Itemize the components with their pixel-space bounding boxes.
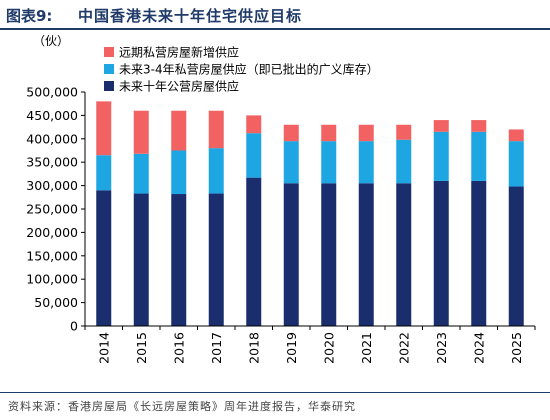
bar-private-short — [321, 141, 337, 184]
legend-swatch — [104, 64, 114, 74]
bar-public — [208, 193, 224, 326]
bar-private-short — [508, 141, 524, 187]
bar-private-long — [471, 120, 487, 132]
source-note: 资料来源：香港房屋局《长远房屋策略》周年进度报告，华泰研究 — [8, 400, 356, 413]
header-divider — [0, 28, 550, 30]
bar-private-short — [171, 150, 187, 195]
y-tick-label: 100,000 — [26, 272, 78, 287]
legend-label: 未来十年公营房屋供应 — [119, 79, 239, 94]
x-axis: 2014 2015 2016 2017 2018 2019 2020 2021 2022 2023… — [84, 325, 536, 364]
x-tick-label: 2021 — [359, 332, 374, 364]
y-tick-label: 300,000 — [26, 178, 78, 193]
bar-private-long — [133, 110, 149, 154]
bar-public — [508, 186, 524, 326]
bar-private-long — [321, 124, 337, 142]
footer-divider — [0, 392, 550, 393]
x-tick-label: 2022 — [396, 332, 411, 364]
bar-private-long — [96, 101, 112, 156]
bars — [96, 101, 524, 326]
bar-private-long — [433, 120, 449, 132]
bar-private-short — [396, 139, 412, 184]
y-tick-label: 250,000 — [26, 202, 78, 217]
y-tick-label: 50,000 — [34, 295, 78, 310]
bar-private-long — [358, 124, 374, 142]
legend-swatch — [104, 81, 114, 91]
bar-public — [96, 190, 112, 326]
bar-private-long — [246, 115, 262, 134]
y-axis: 0 50,000 100,000 150,000 200,000 250,000 300,0… — [26, 85, 86, 334]
y-tick-label: 150,000 — [26, 248, 78, 263]
bar-public — [321, 183, 337, 326]
bar-private-long — [283, 124, 299, 142]
legend-label: 未来3-4年私营房屋供应（即已批出的广义库存） — [119, 62, 379, 77]
y-tick-label: 200,000 — [26, 225, 78, 240]
x-tick-label: 2019 — [284, 332, 299, 364]
bar-private-short — [133, 153, 149, 194]
x-tick-label: 2018 — [246, 332, 261, 364]
y-tick-label: 350,000 — [26, 155, 78, 170]
bar-public — [358, 183, 374, 326]
y-tick-label: 0 — [70, 319, 78, 334]
y-unit-label: （伙） — [33, 34, 69, 48]
bar-public — [133, 193, 149, 326]
bar-public — [283, 183, 299, 326]
bar-private-short — [96, 155, 112, 191]
bar-private-short — [358, 141, 374, 184]
bar-private-long — [396, 124, 412, 140]
figure-number: 图表9: — [6, 7, 53, 25]
bar-private-long — [208, 110, 224, 149]
x-tick-label: 2023 — [434, 332, 449, 364]
bar-private-short — [283, 141, 299, 184]
bar-public — [246, 177, 262, 326]
x-tick-label: 2014 — [96, 332, 111, 364]
figure-header: 图表9: 中国香港未来十年住宅供应目标 — [0, 0, 550, 30]
bar-public — [471, 180, 487, 326]
bar-private-short — [433, 131, 449, 181]
x-tick-label: 2015 — [134, 332, 149, 364]
bar-private-long — [171, 110, 187, 151]
x-tick-label: 2025 — [509, 332, 524, 364]
chart-title: 中国香港未来十年住宅供应目标 — [78, 7, 303, 25]
bar-private-short — [246, 133, 262, 178]
bar-private-short — [471, 131, 487, 181]
x-tick-label: 2020 — [321, 332, 336, 364]
bar-public — [433, 180, 449, 326]
bar-private-long — [508, 129, 524, 142]
y-tick-label: 500,000 — [26, 85, 78, 100]
legend-label: 远期私营房屋新增供应 — [119, 45, 239, 60]
x-tick-label: 2017 — [209, 332, 224, 364]
bar-public — [171, 194, 187, 326]
x-tick-label: 2016 — [171, 332, 186, 364]
y-tick-label: 400,000 — [26, 131, 78, 146]
bar-private-short — [208, 148, 224, 194]
legend-swatch — [104, 47, 114, 57]
x-tick-label: 2024 — [471, 332, 486, 364]
bar-public — [396, 183, 412, 326]
y-tick-label: 450,000 — [26, 108, 78, 123]
